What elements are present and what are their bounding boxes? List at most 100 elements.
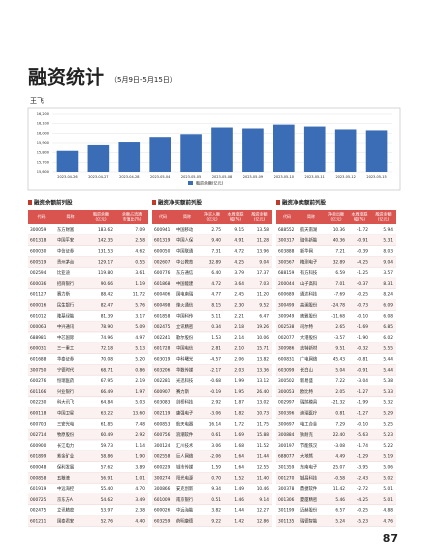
row-stripe	[152, 321, 272, 332]
table-cell: 5.22	[383, 443, 393, 449]
table-cell: 300949	[278, 313, 295, 319]
table-cell: 5.23	[383, 432, 393, 438]
table-cell: 4.72	[234, 249, 244, 255]
column-header: 融资余额	[376, 211, 392, 217]
table-cell: -0.10	[357, 313, 368, 319]
table-cell: 5.11	[211, 313, 221, 319]
table-cell: 32.89	[333, 259, 346, 265]
legend-swatch	[188, 181, 193, 185]
table-cell: 59.73	[101, 443, 114, 449]
column-header: 幅(%)	[354, 216, 365, 222]
table-cell: 300884	[278, 432, 295, 438]
column-header: (亿元)	[95, 216, 107, 222]
y-tick-label: 16,200	[37, 112, 49, 116]
table-cell: 4.91	[234, 238, 244, 244]
table-cell: -3.57	[334, 335, 345, 341]
table-cell: 中科曙光	[176, 356, 194, 363]
table-cell: 鼎捷软件	[300, 485, 318, 492]
table-cell: 0.51	[211, 497, 221, 503]
table-cell: -3.06	[210, 411, 221, 417]
table-cell: 11.72	[133, 292, 146, 298]
table-cell: 立讯精密	[176, 323, 194, 330]
table-cell: 狄耐克	[300, 431, 314, 438]
table-cell: 300750	[30, 367, 47, 373]
row-stripe	[152, 429, 272, 440]
table-cell: 节能铁汉	[300, 442, 318, 449]
table-cell: 赛力斯	[176, 388, 190, 395]
table-cell: 002230	[30, 400, 47, 406]
table-cell: 3.57	[383, 270, 393, 276]
table-cell: 牧原股份	[57, 431, 75, 438]
table-cell: -1.69	[357, 324, 368, 330]
table-cell: 6.85	[383, 324, 393, 330]
table-cell: 600406	[154, 292, 171, 298]
column-header: (亿元)	[378, 216, 390, 222]
table-cell: 603888	[278, 249, 295, 255]
table-cell: 航天南湖	[300, 226, 317, 233]
table-cell: 国电南瑞	[176, 291, 194, 298]
table-cell: 歌尔股份	[176, 334, 194, 341]
table-cell: 2.19	[135, 378, 145, 384]
table-cell: 600048	[30, 465, 47, 471]
table-cell: 001270	[278, 475, 295, 481]
row-stripe	[152, 234, 272, 246]
table-cell: 11.44	[257, 454, 270, 460]
table-cell: 74.96	[101, 335, 114, 341]
table-header-bg	[276, 210, 396, 224]
table-cell: 64.84	[101, 400, 114, 406]
table-cell: -0.58	[334, 475, 345, 481]
table-cell: 300502	[278, 378, 295, 384]
table-cell: 4.72	[211, 281, 221, 287]
table-cell: 002558	[154, 454, 171, 460]
table-cell: 大地熊	[300, 453, 314, 460]
table-cell: 300697	[278, 421, 295, 427]
row-stripe	[28, 386, 148, 397]
table-cell: 603019	[154, 357, 171, 363]
table-cell: 恒瑞医药	[57, 377, 75, 384]
table-cell: 中芯国际	[57, 334, 75, 341]
column-header: (亿元)	[254, 216, 266, 222]
column-header: 代码	[38, 213, 46, 219]
bar	[242, 128, 264, 172]
table-cell: 5.94	[383, 227, 393, 233]
table-cell: 000725	[30, 497, 47, 503]
table-cell: 通达科技	[300, 291, 318, 298]
table-cell: 2.38	[135, 508, 145, 514]
table-cell: 5.31	[383, 238, 393, 244]
table-cell: 2.58	[135, 238, 145, 244]
table-header-bg	[28, 210, 148, 224]
table-cell: -7.69	[334, 292, 345, 298]
x-tick-label: 2023-04-28	[119, 175, 139, 179]
y-tick-label: 15,700	[37, 160, 49, 164]
table-cell: 1.59	[211, 465, 221, 471]
table-cell: 1.64	[234, 465, 244, 471]
table-cell: 2.92	[135, 432, 145, 438]
table-cell: 奥雅股份	[300, 312, 318, 319]
row-stripe	[152, 386, 272, 397]
table-cell: 2.65	[335, 324, 345, 330]
table-cell: 54.62	[101, 497, 114, 503]
table-cell: 1.49	[234, 486, 244, 492]
table-cell: 5.13	[135, 346, 145, 352]
table-cell: 002475	[30, 508, 47, 514]
table-cell: 中国平安	[57, 237, 75, 244]
table-cell: 601858	[154, 313, 171, 319]
table-cell: 002119	[154, 411, 171, 417]
column-header: 代码	[283, 213, 291, 219]
table-cell: 25.07	[333, 465, 346, 471]
row-stripe	[276, 278, 396, 289]
bar	[149, 137, 171, 172]
table-cell: 0.34	[211, 324, 221, 330]
x-tick-label: 2023-05-04	[150, 175, 171, 179]
table-cell: 67.95	[101, 378, 114, 384]
row-stripe	[152, 256, 272, 268]
table-cell: -2.17	[210, 367, 221, 373]
row-stripe	[276, 429, 396, 440]
column-header: 本周涨跌	[228, 211, 244, 217]
table-cell: 三一重工	[57, 345, 75, 352]
table-cell: 58.86	[101, 454, 114, 460]
section-marker	[152, 200, 156, 205]
table-cell: 阳光电源	[176, 474, 194, 481]
table-cell: 601009	[154, 497, 171, 503]
table-cell: -0.25	[357, 292, 368, 298]
